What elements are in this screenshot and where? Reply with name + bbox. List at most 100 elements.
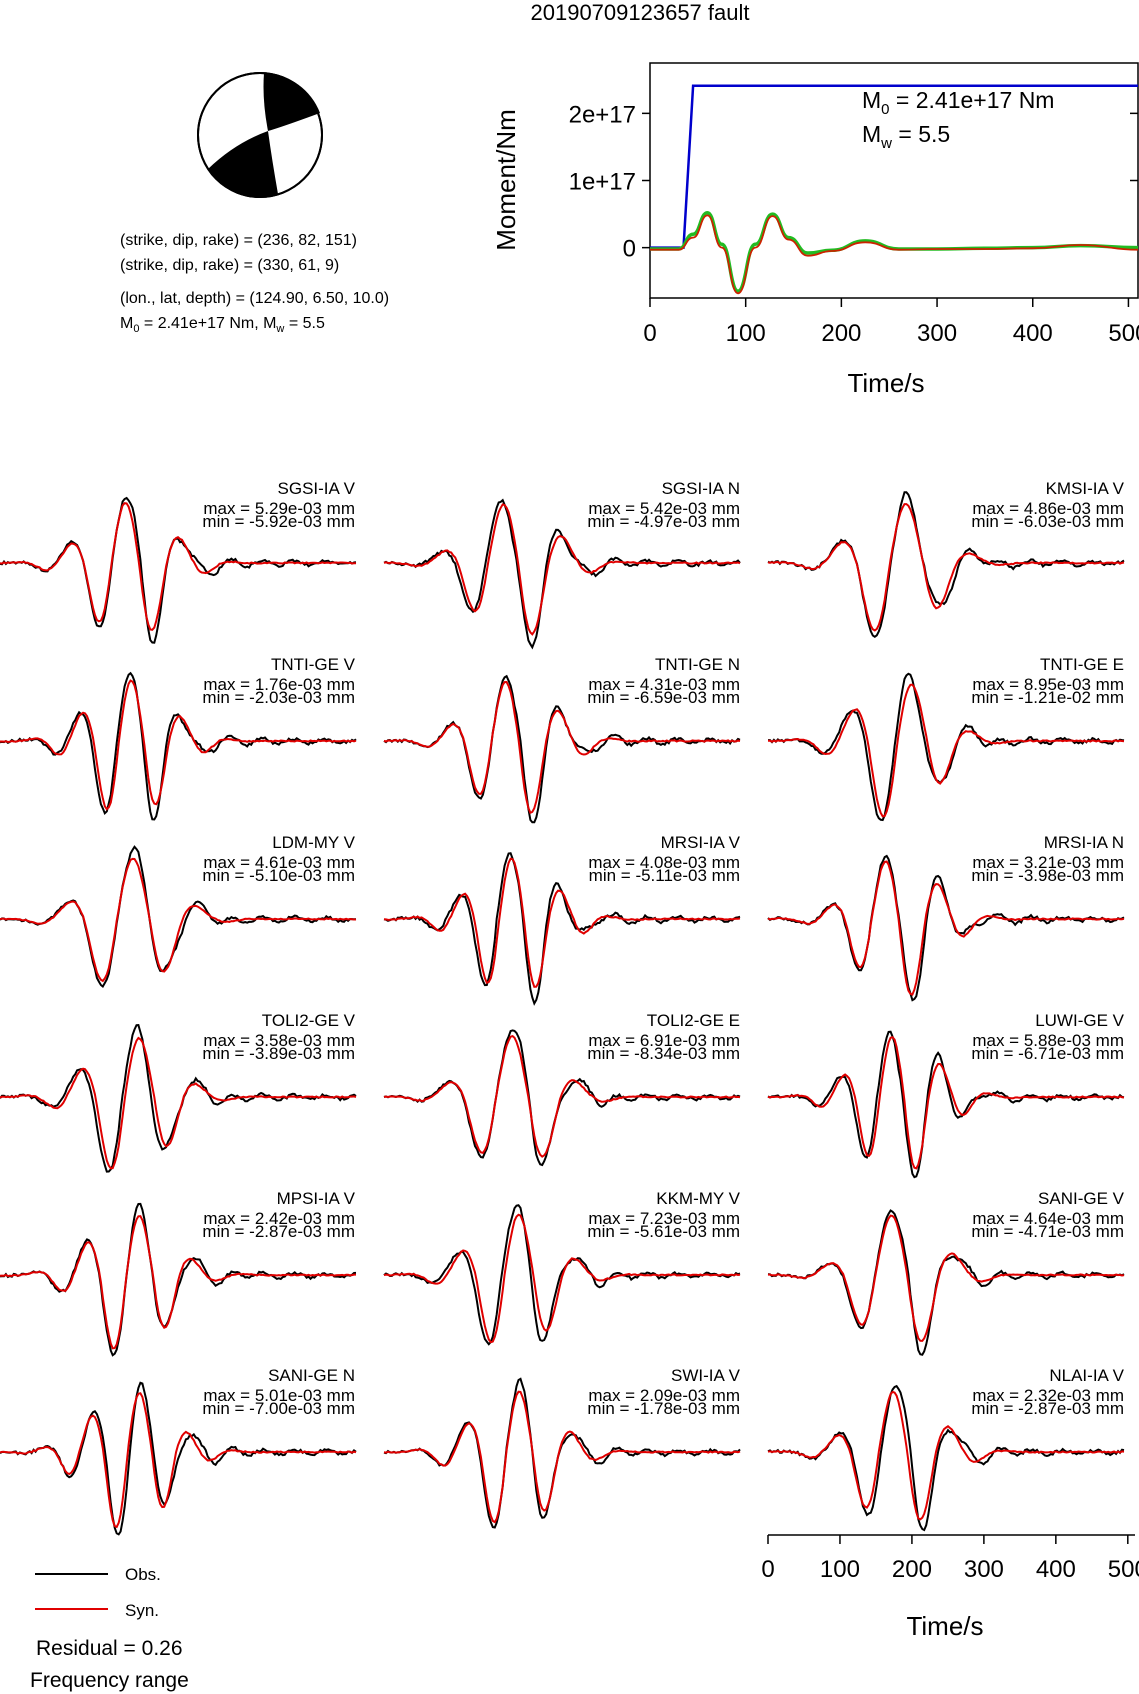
moment-x-tick-label: 500	[1108, 320, 1139, 347]
station-max-label: max = 5.42e-03 mm	[588, 499, 740, 518]
moment-y-tick-label: 2e+17	[569, 101, 636, 128]
time-axis-tick-label: 500	[1108, 1556, 1139, 1583]
moment-x-tick-label: 200	[821, 320, 861, 347]
station-label: TNTI-GE N	[655, 655, 740, 674]
moment-m0-annotation: M0 = 2.41e+17 Nm	[862, 87, 1054, 118]
station-max-label: max = 1.76e-03 mm	[203, 675, 355, 694]
nodal-plane-2-text: (strike, dip, rake) = (330, 61, 9)	[120, 257, 339, 274]
syn-trace	[767, 860, 1125, 996]
syn-trace	[0, 679, 357, 811]
station-max-label: max = 4.61e-03 mm	[203, 853, 355, 872]
syn-trace	[0, 1036, 357, 1170]
syn-trace	[383, 503, 741, 636]
moment-x-axis: 0 100 200 300 400 500	[643, 298, 1139, 347]
station-label: LDM-MY V	[272, 833, 355, 852]
station-min-label: min = -7.00e-03 mm	[202, 1399, 355, 1418]
station-max-label: max = 4.08e-03 mm	[588, 853, 740, 872]
obs-trace	[383, 1204, 741, 1346]
beachball-compression-quadrant-1	[263, 73, 320, 131]
syn-trace	[0, 857, 356, 983]
station-label: SGSI-IA N	[662, 479, 740, 498]
station-min-label: min = -6.59e-03 mm	[587, 688, 740, 707]
nodal-plane-1-text: (strike, dip, rake) = (236, 82, 151)	[120, 232, 357, 249]
station-label: KMSI-IA V	[1046, 479, 1125, 498]
station-min-label: min = -2.03e-03 mm	[202, 688, 355, 707]
station-max-label: max = 3.58e-03 mm	[203, 1031, 355, 1050]
station-min-label: min = -6.71e-03 mm	[971, 1044, 1124, 1063]
obs-trace	[0, 671, 357, 821]
legend-syn-label: Syn.	[125, 1601, 159, 1620]
moment-y-label: Moment/Nm	[491, 109, 521, 251]
station-min-label: min = -1.21e-02 mm	[971, 688, 1124, 707]
syn-trace	[383, 1034, 741, 1158]
moment-y-axis: 0 1e+17 2e+17	[569, 101, 1138, 263]
station-min-label: min = -5.61e-03 mm	[587, 1222, 740, 1241]
time-axis-tick-label: 400	[1036, 1556, 1076, 1583]
syn-trace	[767, 1390, 1125, 1521]
station-label: TOLI2-GE E	[647, 1011, 740, 1030]
syn-trace	[0, 1215, 356, 1350]
station-min-label: min = -5.92e-03 mm	[202, 512, 355, 531]
legend-obs-label: Obs.	[125, 1565, 161, 1584]
station-min-label: min = -2.87e-03 mm	[202, 1222, 355, 1241]
station-label: KKM-MY V	[656, 1189, 740, 1208]
station-label: MRSI-IA V	[661, 833, 741, 852]
station-min-label: min = -5.11e-03 mm	[589, 866, 740, 885]
station-label: SANI-GE V	[1038, 1189, 1125, 1208]
moment-y-tick-label: 1e+17	[569, 169, 636, 196]
station-max-label: max = 3.21e-03 mm	[972, 853, 1124, 872]
focal-mechanism-beachball	[197, 72, 323, 198]
syn-trace	[383, 680, 741, 815]
syn-trace	[383, 1213, 741, 1344]
location-text: (lon., lat, depth) = (124.90, 6.50, 10.0…	[120, 290, 389, 307]
moment-series-source-time-function-red	[649, 214, 1139, 295]
station-label: TOLI2-GE V	[262, 1011, 356, 1030]
station-label: MRSI-IA N	[1044, 833, 1124, 852]
moment-mw-annotation: Mw = 5.5	[862, 121, 950, 152]
moment-x-tick-label: 0	[643, 320, 656, 347]
station-max-label: max = 6.91e-03 mm	[588, 1031, 740, 1050]
station-max-label: max = 2.42e-03 mm	[203, 1209, 355, 1228]
beachball-compression-quadrant-2	[208, 131, 278, 197]
station-max-label: max = 4.31e-03 mm	[588, 675, 740, 694]
station-label: TNTI-GE E	[1040, 655, 1124, 674]
station-min-label: min = -8.34e-03 mm	[587, 1044, 740, 1063]
time-axis-tick-label: 0	[761, 1556, 774, 1583]
station-max-label: max = 4.64e-03 mm	[972, 1209, 1124, 1228]
waveform-x-label: Time/s	[906, 1611, 983, 1641]
station-min-label: min = -2.87e-03 mm	[971, 1399, 1124, 1418]
figure-title: 20190709123657 fault	[531, 0, 750, 25]
station-max-label: max = 2.32e-03 mm	[972, 1386, 1124, 1405]
waveform-time-axis: 0 100 200 300 400 500	[761, 1534, 1139, 1583]
station-max-label: max = 2.09e-03 mm	[588, 1386, 740, 1405]
time-axis-tick-label: 300	[964, 1556, 1004, 1583]
station-min-label: min = -3.98e-03 mm	[971, 866, 1124, 885]
frequency-range-text: Frequency range	[30, 1669, 189, 1692]
moment-x-tick-label: 400	[1013, 320, 1053, 347]
station-label: SWI-IA V	[671, 1366, 741, 1385]
station-max-label: max = 4.86e-03 mm	[972, 499, 1124, 518]
obs-trace	[0, 1202, 357, 1357]
syn-trace	[768, 683, 1125, 818]
moment-y-tick-label: 0	[623, 236, 636, 263]
station-label: SANI-GE N	[268, 1366, 355, 1385]
moment-magnitude-text: M0 = 2.41e+17 Nm, Mw = 5.5	[120, 315, 325, 335]
obs-trace	[768, 672, 1125, 822]
station-min-label: min = -5.10e-03 mm	[202, 866, 355, 885]
